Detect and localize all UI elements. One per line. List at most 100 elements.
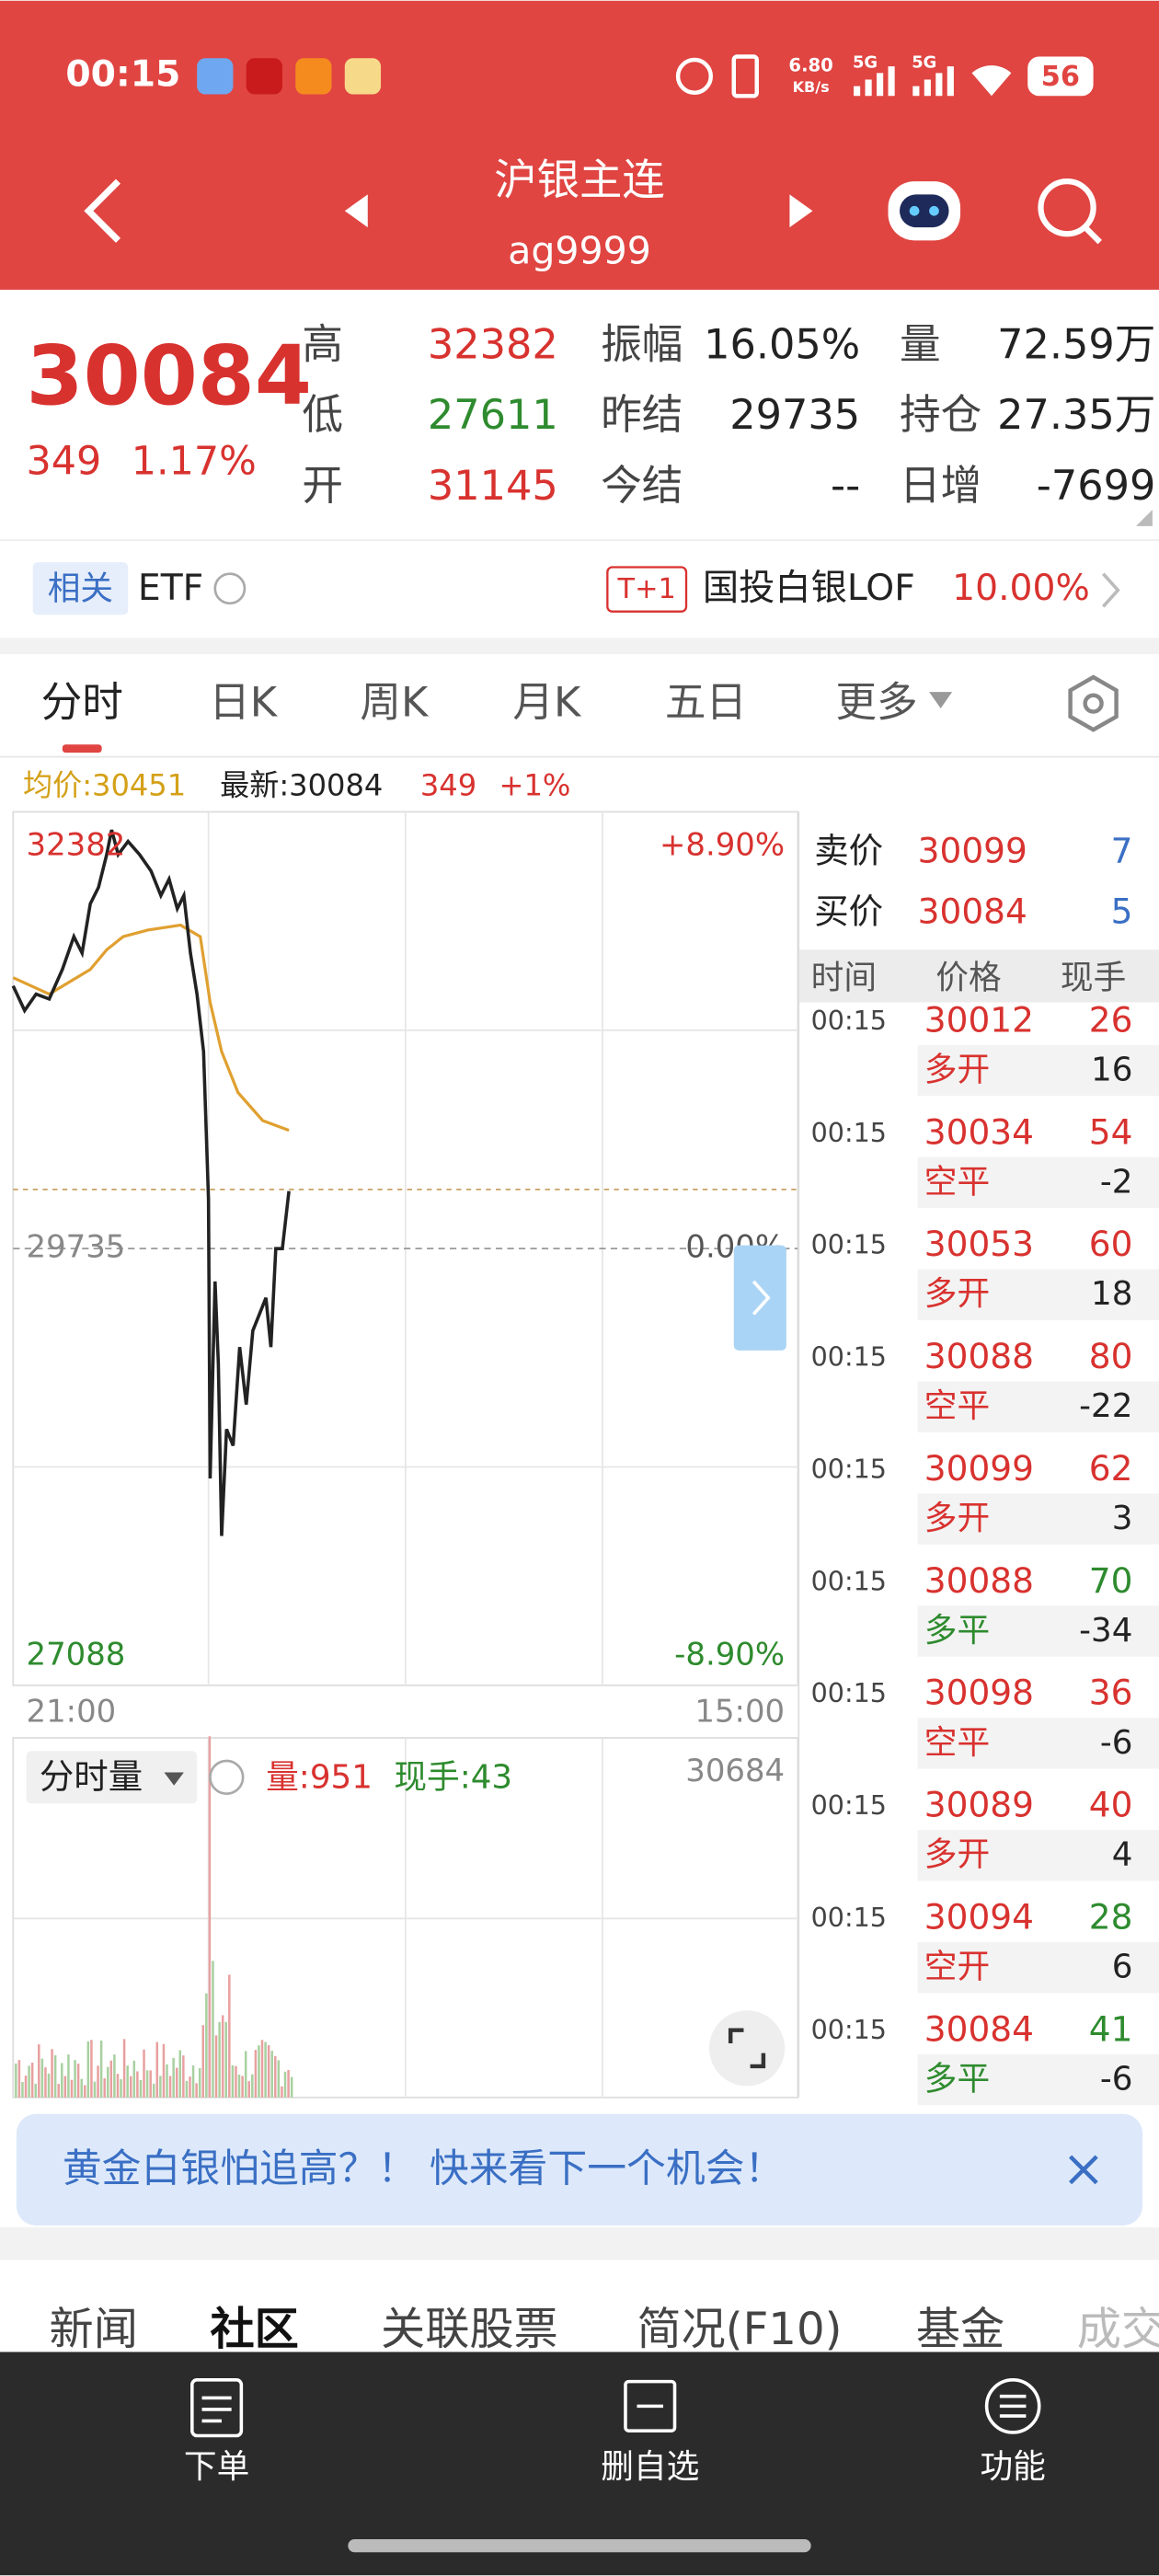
volume-bar (149, 2070, 152, 2098)
nav-bar: 下单 删自选 功能 (184, 2448, 1046, 2486)
stat-label: 振幅 (601, 320, 683, 368)
etf-badge-box (606, 566, 688, 613)
volume-bar (260, 2040, 264, 2098)
buy-qty: 5 (1111, 891, 1133, 932)
gap (0, 2226, 1159, 2260)
expand-button[interactable] (708, 2010, 786, 2087)
stat-label: 日增 (900, 462, 981, 510)
bottom-tab[interactable]: 基金 (916, 2304, 1004, 2355)
banner-bg[interactable] (16, 2113, 1143, 2226)
volume-bar (185, 2080, 189, 2098)
volume-bar (99, 2040, 103, 2098)
volume-bar (139, 2079, 143, 2098)
bottom-tab[interactable]: 成交 (1077, 2304, 1159, 2355)
volume-bar (251, 2074, 254, 2098)
volume-max: 30684 (685, 1753, 785, 1788)
nav-label[interactable]: 功能 (980, 2448, 1045, 2486)
help-icon[interactable] (213, 572, 247, 605)
nav-icon (190, 2378, 244, 2438)
trade-sub-bg (917, 1156, 1159, 1209)
nav-icon (984, 2378, 1041, 2434)
trade-sub-bg (917, 1269, 1159, 1320)
volume-bar (283, 2071, 287, 2098)
trade-change: -34 (1079, 1612, 1132, 1650)
trade-qty: 26 (1089, 999, 1133, 1040)
volume-bar (34, 2083, 37, 2098)
nav-icon-lines (201, 2396, 232, 2423)
volume-select[interactable] (26, 1751, 198, 1804)
volume-bar (40, 2058, 44, 2098)
nav-icon-lines (999, 2394, 1027, 2418)
volume-bar (28, 2065, 30, 2098)
volume-bar (198, 2068, 201, 2098)
stat-value: -7699 (1037, 462, 1156, 510)
settings-button[interactable] (1068, 674, 1119, 732)
volume-bar (80, 2078, 83, 2098)
volume-bar (258, 2045, 260, 2098)
sell-price: 30099 (918, 831, 1027, 871)
signal-icon (854, 66, 954, 97)
side-tab-arrow (752, 1280, 771, 1316)
trade-type: 空平 (924, 1387, 990, 1425)
header-code: ag9999 (508, 229, 651, 273)
bottom-tab[interactable]: 新闻 (50, 2304, 138, 2355)
tab[interactable]: 更多 (835, 678, 917, 726)
volume-bar (145, 2070, 149, 2098)
trade-time: 00:15 (811, 1902, 887, 1933)
header-bg (0, 0, 1159, 290)
search-button[interactable] (1038, 178, 1096, 237)
banner-close[interactable] (1069, 2155, 1098, 2185)
volume-bar (182, 2055, 185, 2098)
trade-price: 30089 (924, 1785, 1034, 1825)
help-icon[interactable] (209, 1759, 245, 1796)
etf-label: ETF (138, 568, 203, 609)
volume-bar (228, 1974, 231, 2098)
robot-face (900, 194, 949, 228)
bottom-tab[interactable]: 关联股票 (381, 2304, 558, 2355)
volume-bar (201, 2025, 205, 2098)
stat-value: 72.59万 (997, 320, 1155, 368)
volume-bar (214, 2035, 218, 2098)
etf-name[interactable]: 国投白银LOF (703, 568, 915, 609)
trade-time: 00:15 (811, 1229, 887, 1260)
nav-label[interactable]: 下单 (184, 2448, 249, 2486)
price-line (11, 829, 291, 1536)
volume-bar (241, 2076, 244, 2098)
volume-bar (247, 2081, 250, 2098)
tab[interactable]: 周K (360, 678, 430, 726)
trade-price: 30088 (924, 1336, 1034, 1376)
bottom-tab[interactable]: 社区 (210, 2304, 298, 2355)
trade-price: 30094 (924, 1897, 1034, 1938)
status-time: 00:15 (65, 53, 180, 95)
volume-bar (76, 2064, 80, 2098)
sell-label: 卖价 (814, 831, 883, 871)
trade-sub-bg (917, 1493, 1159, 1545)
tab[interactable]: 日K (209, 678, 279, 726)
volume-bar (70, 2079, 74, 2098)
trade-type: 空平 (924, 1724, 990, 1762)
settings-dot (1083, 693, 1104, 714)
back-button[interactable] (84, 178, 121, 243)
nav-label[interactable]: 删自选 (601, 2448, 699, 2486)
prev-button[interactable] (344, 194, 368, 228)
trade-change: 3 (1112, 1500, 1133, 1537)
side-tab[interactable] (733, 1245, 786, 1351)
stat-label: 昨结 (601, 391, 683, 439)
volume-bar (120, 2079, 122, 2098)
trade-type: 多开 (924, 1051, 990, 1088)
volume-bar (38, 2044, 40, 2098)
tab[interactable]: 月K (512, 678, 582, 726)
trade-change: -6 (1100, 2060, 1133, 2098)
volume-bar (231, 2065, 235, 2098)
etf-badge: T+1 (617, 573, 676, 605)
volume-bar (218, 2021, 221, 2098)
next-button[interactable] (789, 194, 813, 228)
trade-qty: 60 (1089, 1224, 1133, 1264)
bottom-tab[interactable]: 简况(F10) (637, 2304, 842, 2355)
tab[interactable]: 五日 (665, 678, 747, 726)
tab[interactable]: 分时 (41, 678, 123, 726)
home-indicator (348, 2538, 811, 2553)
volume-bar (274, 2055, 277, 2098)
divider (0, 539, 1159, 541)
